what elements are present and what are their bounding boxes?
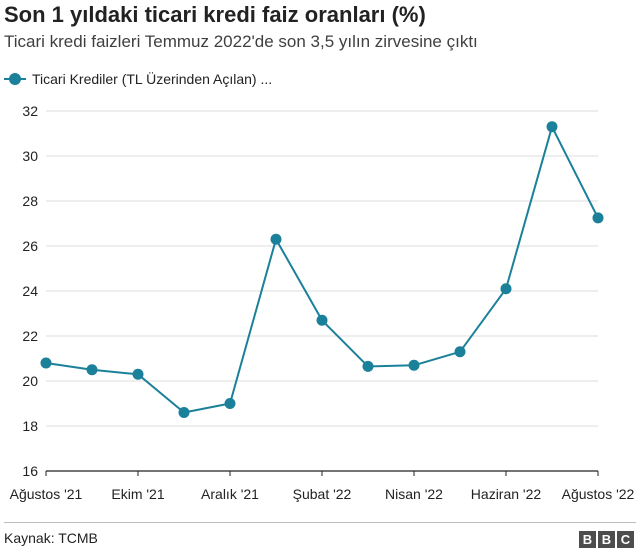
chart-subtitle: Ticari kredi faizleri Temmuz 2022'de son… — [4, 32, 478, 51]
y-tick-label: 26 — [22, 238, 38, 254]
legend: Ticari Krediler (TL Üzerinden Açılan) ..… — [4, 68, 272, 90]
footer-divider — [4, 522, 636, 523]
y-tick-label: 28 — [22, 193, 38, 209]
x-tick-label: Şubat '22 — [293, 486, 352, 502]
x-tick-label: Ağustos '21 — [10, 486, 83, 502]
data-point — [592, 212, 604, 224]
data-point — [362, 360, 374, 372]
logo-letter: B — [579, 531, 596, 548]
y-tick-label: 16 — [22, 463, 38, 479]
data-point — [316, 314, 328, 326]
y-tick-label: 24 — [22, 283, 38, 299]
series-line — [45, 125, 599, 414]
data-point — [546, 121, 558, 133]
data-point — [132, 368, 144, 380]
data-point — [454, 346, 466, 358]
y-tick-label: 32 — [22, 103, 38, 119]
x-tick-label: Nisan '22 — [385, 486, 443, 502]
logo-letter: C — [617, 531, 634, 548]
data-point — [224, 398, 236, 409]
data-point — [270, 233, 282, 245]
chart-title: Son 1 yıldaki ticari kredi faiz oranları… — [4, 2, 426, 27]
legend-label: Ticari Krediler (TL Üzerinden Açılan) ..… — [32, 71, 273, 87]
x-tick-label: Ekim '21 — [111, 486, 164, 502]
x-tick-label: Haziran '22 — [471, 486, 542, 502]
data-point — [86, 364, 98, 376]
y-tick-label: 22 — [22, 328, 38, 344]
x-tick-label: Aralık '21 — [201, 486, 259, 502]
data-point — [500, 283, 512, 295]
x-tick-label: Ağustos '22 — [562, 486, 635, 502]
y-tick-label: 30 — [22, 148, 38, 164]
data-point — [40, 357, 52, 369]
source-note: Kaynak: TCMB — [4, 530, 98, 546]
y-tick-label: 20 — [22, 373, 38, 389]
y-tick-label: 18 — [22, 418, 38, 434]
data-point — [178, 407, 190, 418]
bbc-logo: B B C — [579, 531, 634, 548]
legend-swatch — [4, 72, 26, 86]
data-point — [408, 359, 420, 371]
logo-letter: B — [598, 531, 615, 548]
